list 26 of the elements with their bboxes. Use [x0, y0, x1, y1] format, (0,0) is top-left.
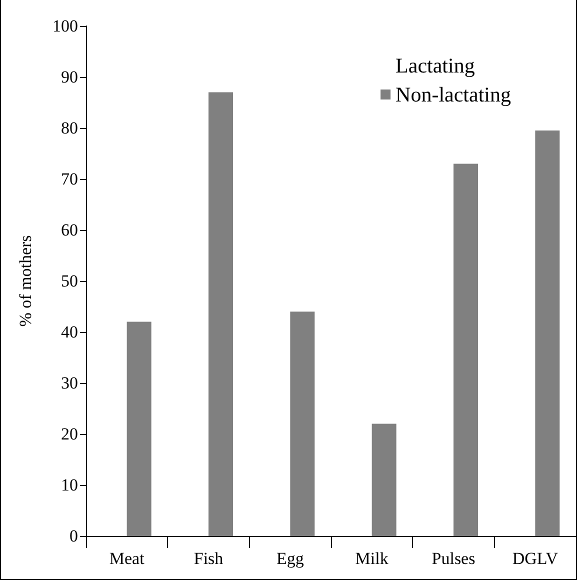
y-axis-title: % of mothers [16, 235, 35, 327]
y-tick-label: 90 [61, 68, 78, 86]
bar [454, 164, 478, 536]
legend-label: Non-lactating [396, 82, 512, 106]
y-tick-label: 60 [61, 220, 78, 240]
y-tick-label: 100 [52, 16, 78, 36]
y-tick-label: 0 [70, 526, 78, 546]
bar [126, 322, 152, 536]
y-tick-label: 40 [61, 322, 78, 342]
x-tick-label: DGLV [512, 549, 559, 568]
bar [290, 312, 315, 536]
bar [372, 424, 396, 536]
y-tick-label: 10 [61, 476, 78, 494]
x-tick-label: Fish [194, 549, 224, 568]
y-tick-label: 80 [61, 118, 78, 138]
bar [208, 92, 233, 536]
y-tick-label: 70 [61, 170, 78, 188]
text: Lactating [396, 54, 476, 78]
x-tick-label: Pulses [432, 549, 476, 568]
y-tick-label: 30 [61, 374, 78, 392]
bar [535, 130, 560, 536]
y-tick-label: 20 [61, 424, 78, 444]
x-tick-label: Meat [109, 549, 145, 568]
y-tick-label: 50 [61, 272, 78, 290]
x-tick-label: Milk [355, 549, 389, 568]
x-tick-label: Egg [276, 549, 304, 568]
